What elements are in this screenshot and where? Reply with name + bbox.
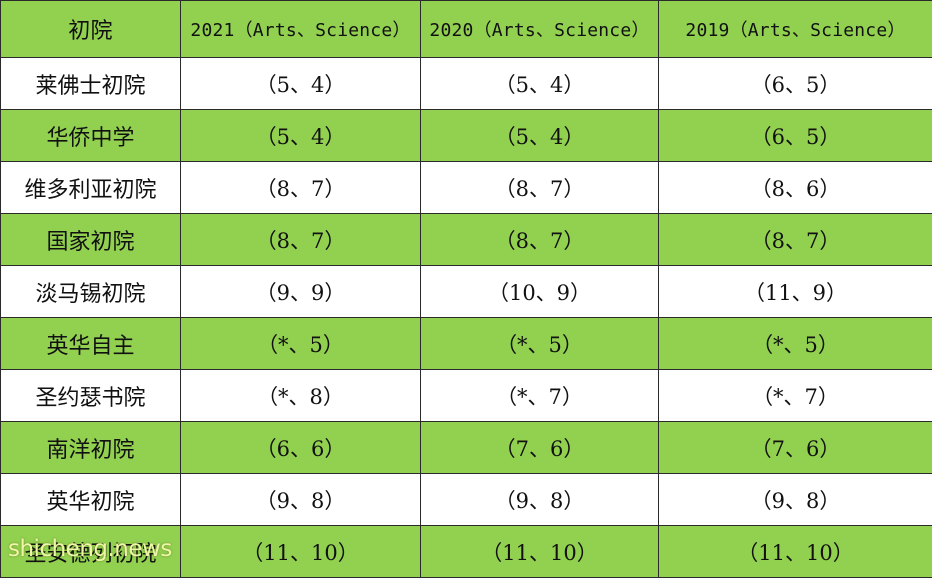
watermark-text: shicheng.news [8,536,172,562]
score-2021: （6、6） [181,422,421,474]
score-2019: （11、10） [659,526,932,578]
table-row: 淡马锡初院 （9、9） （10、9） （11、9） [1,266,932,318]
table-row: 莱佛士初院 （5、4） （5、4） （6、5） [1,58,932,110]
college-name: 英华自主 [1,318,181,370]
table-row: 华侨中学 （5、4） （5、4） （6、5） [1,110,932,162]
score-2020: （9、8） [421,474,659,526]
score-2019: （7、6） [659,422,932,474]
score-2019: （11、9） [659,266,932,318]
score-2020: （8、7） [421,214,659,266]
table-row: 南洋初院 （6、6） （7、6） （7、6） [1,422,932,474]
table-row: 英华自主 （*、5） （*、5） （*、5） [1,318,932,370]
table-row: 英华初院 （9、8） （9、8） （9、8） [1,474,932,526]
score-2019: （9、8） [659,474,932,526]
score-2019: （*、5） [659,318,932,370]
college-name: 英华初院 [1,474,181,526]
college-name: 圣约瑟书院 [1,370,181,422]
score-2020: （7、6） [421,422,659,474]
header-2020: 2020（Arts、Science） [421,1,659,58]
college-name: 国家初院 [1,214,181,266]
header-2021: 2021（Arts、Science） [181,1,421,58]
score-2021: （9、9） [181,266,421,318]
score-2020: （11、10） [421,526,659,578]
college-name: 南洋初院 [1,422,181,474]
score-2020: （*、5） [421,318,659,370]
score-2020: （8、7） [421,162,659,214]
score-2021: （5、4） [181,58,421,110]
college-name: 维多利亚初院 [1,162,181,214]
table-row: 圣约瑟书院 （*、8） （*、7） （*、7） [1,370,932,422]
header-row: 初院 2021（Arts、Science） 2020（Arts、Science）… [1,1,932,58]
header-2019: 2019（Arts、Science） [659,1,932,58]
college-name: 淡马锡初院 [1,266,181,318]
score-2021: （11、10） [181,526,421,578]
college-name: 华侨中学 [1,110,181,162]
score-2021: （*、8） [181,370,421,422]
college-name: 莱佛士初院 [1,58,181,110]
score-2019: （8、6） [659,162,932,214]
score-2021: （5、4） [181,110,421,162]
score-2021: （9、8） [181,474,421,526]
score-2020: （5、4） [421,110,659,162]
score-2019: （8、7） [659,214,932,266]
score-2019: （6、5） [659,110,932,162]
score-2021: （8、7） [181,214,421,266]
score-2021: （*、5） [181,318,421,370]
score-2019: （6、5） [659,58,932,110]
table-row: 国家初院 （8、7） （8、7） （8、7） [1,214,932,266]
table-row: 维多利亚初院 （8、7） （8、7） （8、6） [1,162,932,214]
score-2020: （*、7） [421,370,659,422]
score-2021: （8、7） [181,162,421,214]
score-2020: （10、9） [421,266,659,318]
header-college: 初院 [1,1,181,58]
score-2020: （5、4） [421,58,659,110]
score-2019: （*、7） [659,370,932,422]
